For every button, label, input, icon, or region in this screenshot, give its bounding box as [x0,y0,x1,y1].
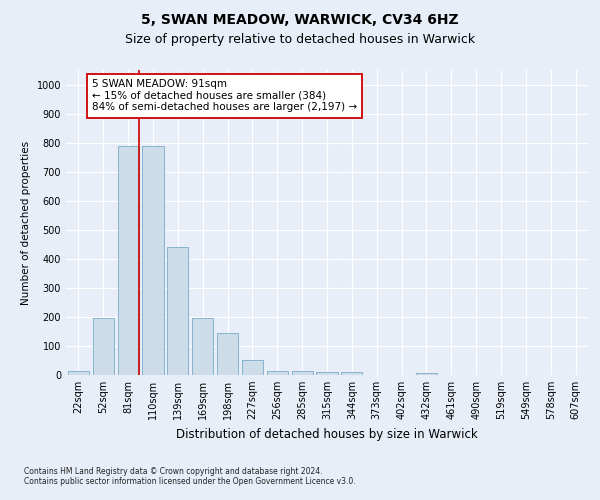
X-axis label: Distribution of detached houses by size in Warwick: Distribution of detached houses by size … [176,428,478,440]
Text: Contains HM Land Registry data © Crown copyright and database right 2024.: Contains HM Land Registry data © Crown c… [24,467,323,476]
Bar [192,318,213,375]
Bar [267,370,288,375]
Bar [118,146,139,375]
Bar [316,372,338,375]
Text: 5, SWAN MEADOW, WARWICK, CV34 6HZ: 5, SWAN MEADOW, WARWICK, CV34 6HZ [141,12,459,26]
Bar [142,146,164,375]
Y-axis label: Number of detached properties: Number of detached properties [21,140,31,304]
Bar [93,318,114,375]
Bar [217,333,238,375]
Text: Size of property relative to detached houses in Warwick: Size of property relative to detached ho… [125,32,475,46]
Bar [292,370,313,375]
Bar [242,360,263,375]
Bar [68,370,89,375]
Text: Contains public sector information licensed under the Open Government Licence v3: Contains public sector information licen… [24,477,356,486]
Bar [341,372,362,375]
Bar [167,247,188,375]
Text: 5 SWAN MEADOW: 91sqm
← 15% of detached houses are smaller (384)
84% of semi-deta: 5 SWAN MEADOW: 91sqm ← 15% of detached h… [92,79,357,112]
Bar [416,372,437,375]
